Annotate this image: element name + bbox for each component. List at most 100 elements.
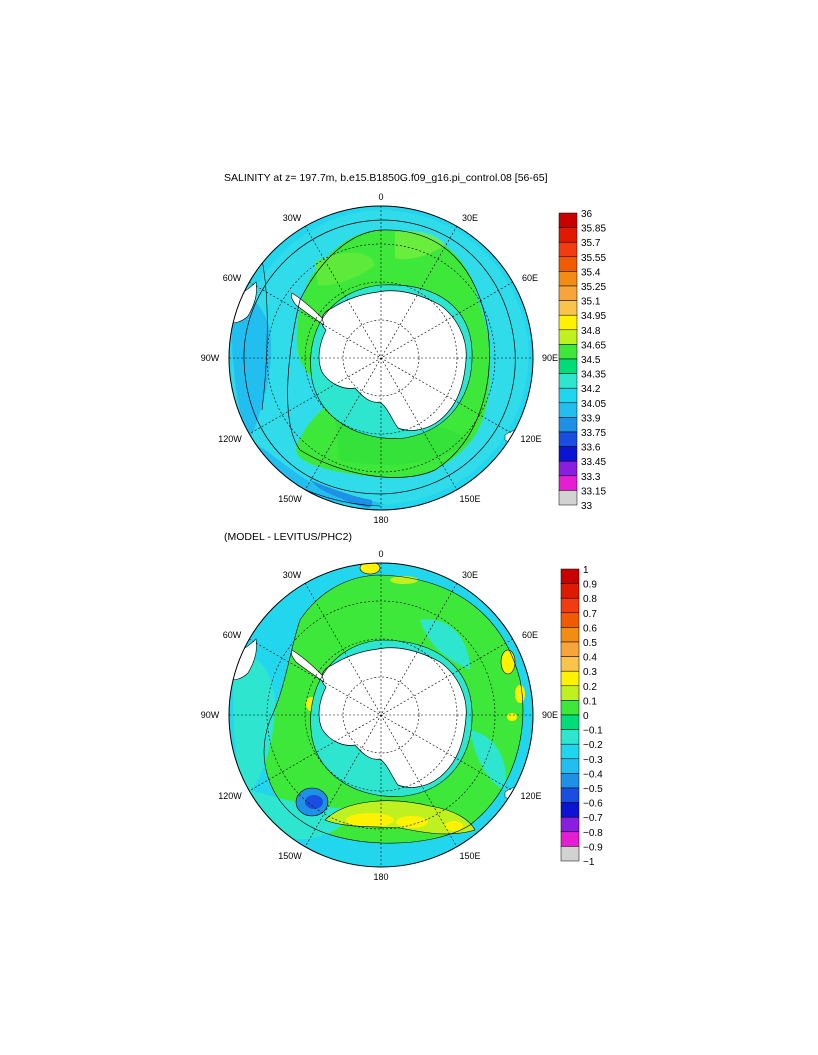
colorbar-label: 35.25 [581, 282, 606, 293]
colorbar-label: 34.35 [581, 370, 606, 381]
colorbar-swatch [558, 373, 578, 389]
colorbar-label: 34.95 [581, 311, 606, 322]
colorbar-swatch [558, 314, 578, 331]
colorbar-swatch [560, 787, 580, 803]
colorbar-label: 0.2 [583, 682, 597, 693]
colorbar-label: 1 [583, 565, 589, 576]
lon-label-150w: 150W [278, 851, 302, 861]
colorbar-swatch [558, 475, 578, 491]
colorbar-swatch [560, 743, 580, 760]
colorbar-swatch [560, 714, 580, 730]
colorbar-swatch [558, 417, 578, 433]
colorbar-swatch [560, 627, 580, 643]
colorbar-label: 35.4 [581, 267, 601, 278]
colorbar-label: −0.8 [583, 828, 603, 839]
colorbar-swatch [558, 212, 578, 228]
lon-label-60w: 60W [223, 273, 242, 283]
colorbar-label: 35.7 [581, 238, 601, 249]
colorbar-swatch [558, 241, 578, 258]
lon-label-90w: 90W [201, 353, 220, 363]
lon-label-120e: 120E [520, 434, 541, 444]
colorbar-label: 34.2 [581, 384, 601, 395]
colorbar-swatch [558, 227, 578, 243]
lon-label-0: 0 [378, 549, 383, 559]
colorbar-swatch [560, 670, 580, 687]
colorbar-label: 0 [583, 711, 589, 722]
colorbar-swatch [560, 685, 580, 701]
lon-label-90w: 90W [201, 710, 220, 720]
colorbar-swatch [558, 256, 578, 272]
panel-top-title: SALINITY at z= 197.7m, b.e15.B1850G.f09_… [224, 172, 548, 184]
colorbar-swatch [560, 729, 580, 745]
colorbar-label: −0.6 [583, 799, 603, 810]
colorbar-label: 0.9 [583, 580, 597, 591]
colorbar-swatch [560, 831, 580, 847]
colorbar-swatch [560, 656, 580, 672]
lon-label-150e: 150E [459, 851, 480, 861]
colorbar-label: −0.2 [583, 740, 603, 751]
lon-label-180: 180 [373, 872, 388, 882]
colorbar-label: 34.5 [581, 355, 601, 366]
colorbar-swatch [560, 700, 580, 716]
colorbar-label: −0.1 [583, 726, 603, 737]
salinity-map: 0 30E 60E 90E 120E 150E 180 150W 120W 90… [201, 192, 607, 525]
lon-label-150e: 150E [459, 494, 480, 504]
colorbar-swatch [560, 773, 580, 789]
colorbar-label: 0.6 [583, 623, 597, 634]
colorbar-label: 33 [581, 501, 593, 512]
colorbar-label: 33.15 [581, 486, 606, 497]
lon-label-30w: 30W [283, 570, 302, 580]
colorbar-label: −0.3 [583, 755, 603, 766]
colorbar-swatch [558, 300, 578, 316]
colorbar-label: 33.75 [581, 428, 606, 439]
colorbar-label: −0.5 [583, 784, 603, 795]
lon-label-60w: 60W [223, 630, 242, 640]
lon-label-90e: 90E [542, 353, 558, 363]
colorbar-label: 0.1 [583, 696, 597, 707]
colorbar-swatch [560, 802, 580, 818]
colorbar-label: 35.85 [581, 224, 606, 235]
lon-label-0: 0 [378, 192, 383, 202]
colorbar-label: −0.7 [583, 813, 603, 824]
colorbar-label: 35.1 [581, 297, 601, 308]
lon-label-60e: 60E [522, 630, 538, 640]
colorbar-swatch [560, 816, 580, 833]
colorbar-swatch [560, 758, 580, 774]
colorbar-label: 34.05 [581, 399, 606, 410]
colorbar-label: 0.3 [583, 667, 597, 678]
colorbar-label: 34.8 [581, 326, 601, 337]
colorbar-label: −1 [583, 857, 595, 868]
difference-colorbar: 1 0.9 0.8 0.7 0.6 0.5 0.4 0.3 0.2 0.1 0 −0.1 −0.2 −0.… [560, 565, 603, 868]
salinity-colorbar: 36 35.85 35.7 35.55 35.4 35.25 35.1 34.95 34.8 34… [558, 209, 606, 512]
colorbar-label: −0.4 [583, 769, 603, 780]
colorbar-label: 35.55 [581, 253, 606, 264]
colorbar-swatch [558, 460, 578, 477]
colorbar-swatch [560, 641, 580, 657]
colorbar-label: 33.3 [581, 472, 601, 483]
colorbar-swatch [560, 612, 580, 628]
lon-label-30e: 30E [462, 570, 478, 580]
colorbar-swatch [558, 358, 578, 374]
lon-label-120e: 120E [520, 791, 541, 801]
colorbar-label: −0.9 [583, 842, 603, 853]
colorbar-swatch [558, 431, 578, 447]
colorbar-swatch [560, 568, 580, 584]
colorbar-label: 0.8 [583, 594, 597, 605]
lon-label-30e: 30E [462, 213, 478, 223]
colorbar-swatch [558, 387, 578, 404]
colorbar-swatch [558, 490, 578, 506]
panel-bottom-title: (MODEL - LEVITUS/PHC2) [224, 531, 352, 543]
colorbar-label: 36 [581, 209, 593, 220]
colorbar-label: 33.6 [581, 443, 601, 454]
colorbar-swatch [560, 597, 580, 614]
colorbar-label: 0.4 [583, 653, 597, 664]
lon-label-150w: 150W [278, 494, 302, 504]
lon-label-120w: 120W [218, 791, 242, 801]
colorbar-swatch [558, 344, 578, 360]
colorbar-swatch [558, 446, 578, 462]
lon-label-90e: 90E [542, 710, 558, 720]
lon-label-60e: 60E [522, 273, 538, 283]
colorbar-swatch [558, 285, 578, 301]
colorbar-label: 0.7 [583, 609, 597, 620]
